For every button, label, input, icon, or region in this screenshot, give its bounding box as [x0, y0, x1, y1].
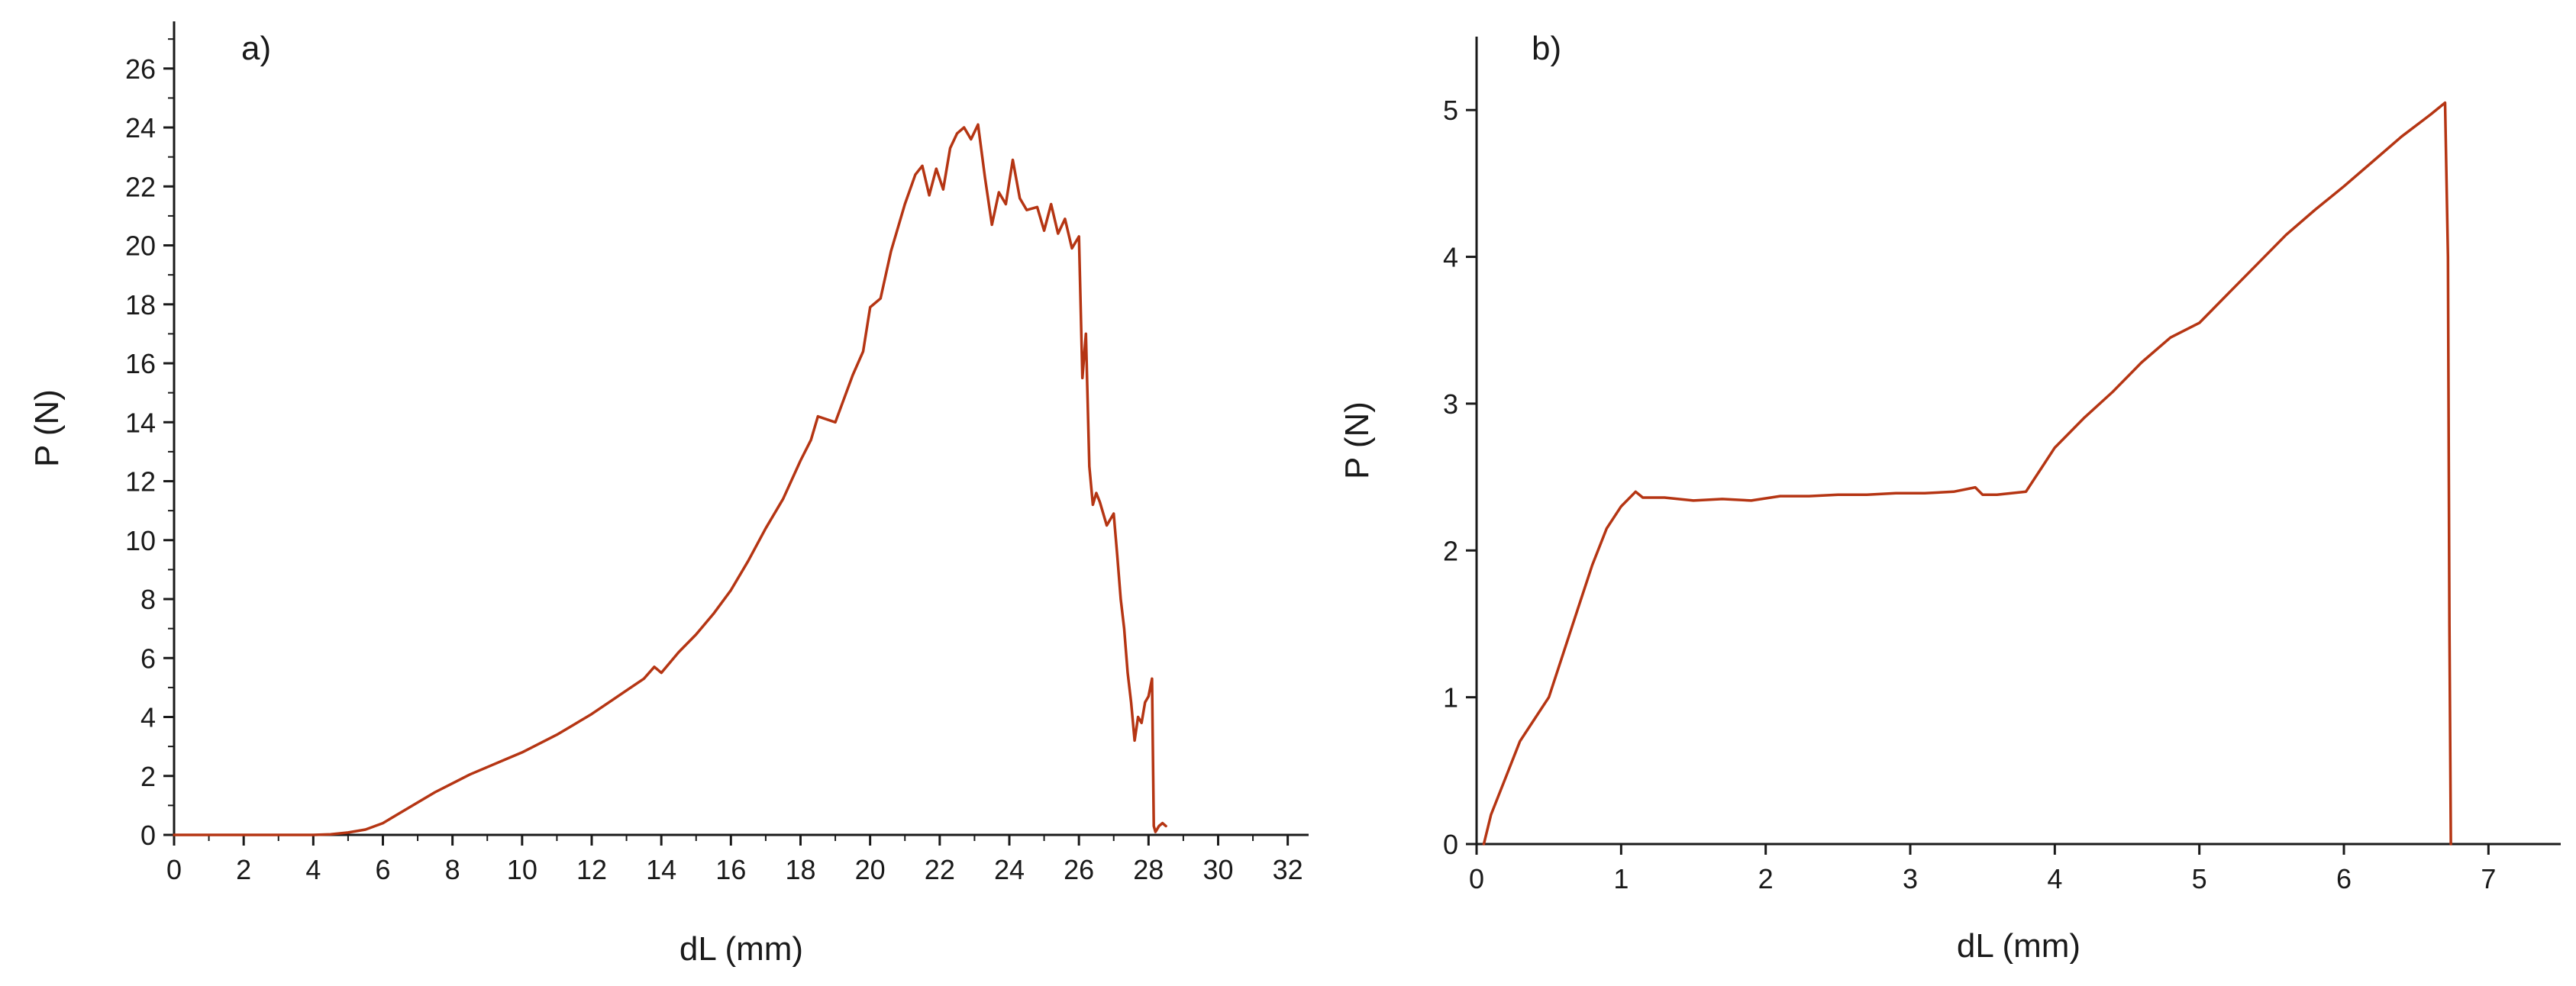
- x-tick-label: 18: [785, 854, 815, 885]
- x-tick-label: 2: [1758, 863, 1774, 894]
- x-tick-label: 0: [166, 854, 182, 885]
- y-tick-label: 3: [1443, 388, 1458, 420]
- y-axis-label: P (N): [28, 389, 66, 467]
- y-tick-label: 10: [125, 525, 156, 556]
- x-tick-label: 6: [375, 854, 390, 885]
- panel-label: b): [1532, 30, 1561, 67]
- x-tick-label: 5: [2192, 863, 2207, 894]
- x-tick-label: 8: [445, 854, 460, 885]
- y-tick-label: 14: [125, 407, 156, 438]
- y-tick-label: 0: [140, 820, 156, 851]
- y-tick-label: 24: [125, 112, 156, 143]
- x-tick-label: 16: [715, 854, 746, 885]
- x-tick-label: 2: [236, 854, 251, 885]
- y-axis-label: P (N): [1338, 401, 1376, 479]
- y-tick-label: 2: [140, 761, 156, 792]
- x-tick-label: 20: [855, 854, 886, 885]
- x-tick-label: 4: [305, 854, 321, 885]
- x-tick-label: 7: [2481, 863, 2496, 894]
- x-tick-label: 0: [1469, 863, 1484, 894]
- x-tick-label: 10: [507, 854, 537, 885]
- y-tick-label: 20: [125, 230, 156, 262]
- y-tick-label: 12: [125, 466, 156, 498]
- chart-panel-a: 0 2 4 6 8 10 12 14 16 18 20 22 24 26 28 30 3202468101214…: [28, 21, 1309, 968]
- y-tick-label: 1: [1443, 682, 1458, 714]
- x-tick-label: 32: [1273, 854, 1303, 885]
- y-tick-label: 26: [125, 53, 156, 85]
- x-axis-label: dL (mm): [1957, 927, 2080, 965]
- y-tick-label: 6: [140, 643, 156, 674]
- x-tick-label: 12: [576, 854, 607, 885]
- chart-panel-b: 0 1 2 3 4 5 6 7 0 1 2 3 4 5 dL (mm) P (N) b): [1338, 30, 2561, 965]
- x-tick-label: 24: [994, 854, 1025, 885]
- series-line: [173, 123, 1167, 836]
- x-tick-label: 3: [1903, 863, 1918, 894]
- y-tick-label: 8: [140, 584, 156, 615]
- x-tick-label: 28: [1133, 854, 1164, 885]
- x-tick-label: 14: [646, 854, 676, 885]
- y-tick-label: 2: [1443, 535, 1458, 566]
- x-tick-label: 22: [925, 854, 955, 885]
- y-tick-label: 22: [125, 171, 156, 202]
- x-tick-label: 6: [2336, 863, 2352, 894]
- x-tick-label: 4: [2047, 863, 2062, 894]
- y-tick-label: 16: [125, 348, 156, 379]
- series-line: [1482, 101, 2452, 846]
- y-tick-label: 18: [125, 289, 156, 321]
- panel-label: a): [241, 30, 271, 67]
- y-tick-label: 4: [1443, 242, 1458, 273]
- y-tick-label: 5: [1443, 95, 1458, 126]
- y-tick-label: 4: [140, 702, 156, 733]
- x-tick-label: 30: [1202, 854, 1233, 885]
- y-tick-label: 0: [1443, 829, 1458, 860]
- x-axis-label: dL (mm): [680, 930, 803, 968]
- x-tick-label: 26: [1064, 854, 1094, 885]
- x-tick-label: 1: [1613, 863, 1629, 894]
